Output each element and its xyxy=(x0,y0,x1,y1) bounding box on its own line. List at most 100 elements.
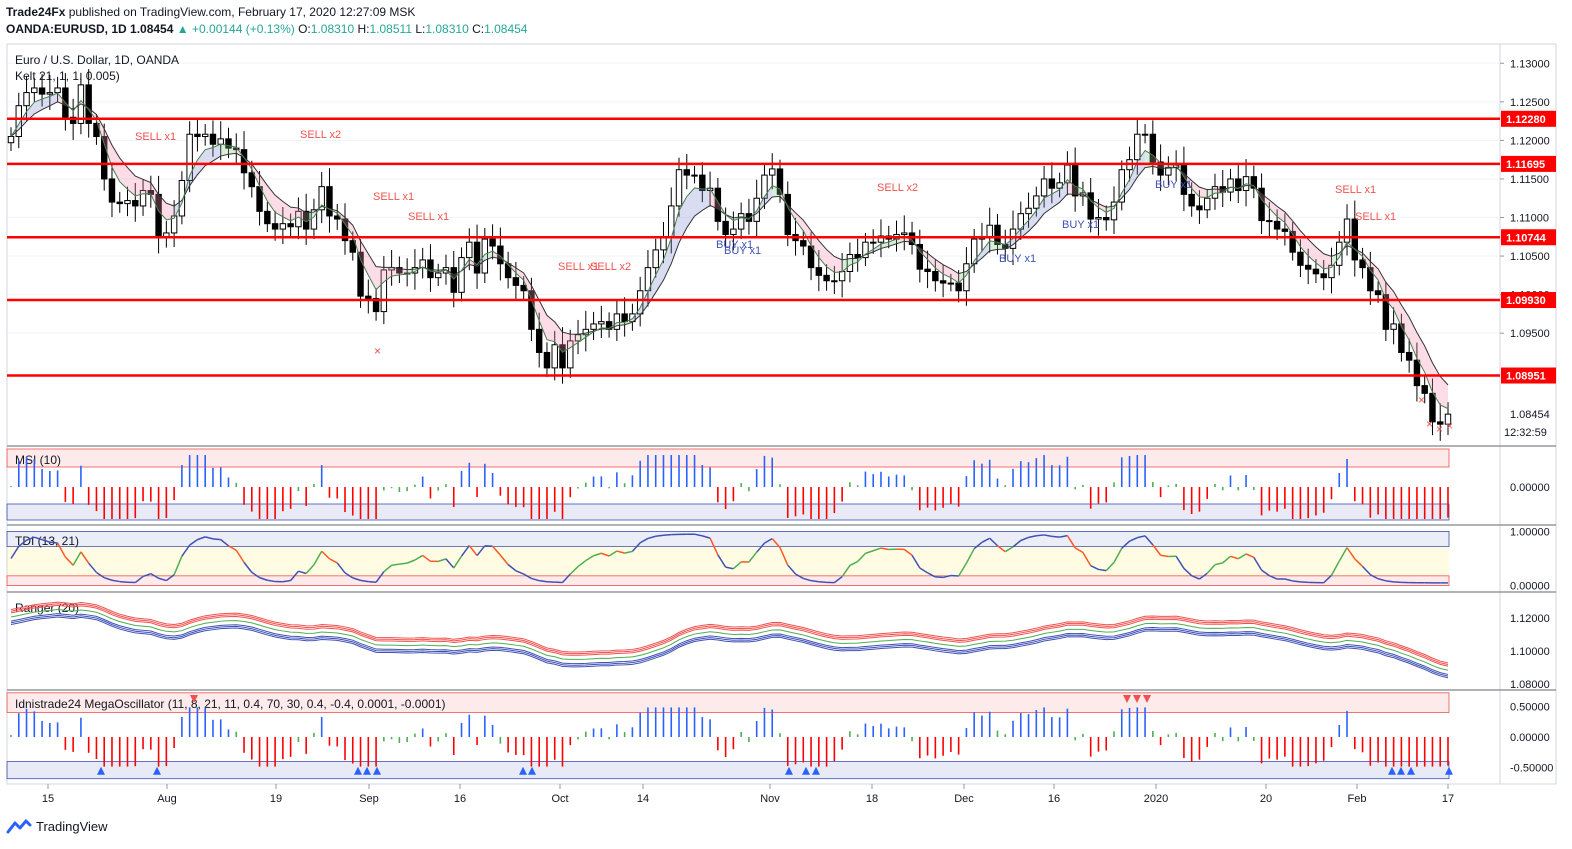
last-price: 1.08454 xyxy=(130,22,174,36)
ribbon-fill xyxy=(376,266,384,290)
ribbon-fill xyxy=(710,188,718,209)
time-tick-label: 16 xyxy=(454,793,466,805)
candle-body xyxy=(1103,217,1110,221)
mega-tick-label: 0.50000 xyxy=(1510,701,1550,713)
candle-body xyxy=(1110,201,1118,221)
chart-area[interactable]: 1.13000 1.12500 1.12000 1.11500 1.11000 1.105… xyxy=(0,0,1572,812)
candle-body xyxy=(551,344,558,369)
tradingview-logo[interactable]: TradingView xyxy=(6,818,108,834)
tdi-line xyxy=(1074,547,1084,554)
time-tick-label: 19 xyxy=(270,793,282,805)
tdi-lower-band xyxy=(6,575,1450,586)
candle-body xyxy=(761,174,768,199)
candle-body xyxy=(1134,133,1141,161)
buy-triangle-icon xyxy=(1388,766,1396,775)
sell-signal-label: SELL x1 xyxy=(373,191,414,203)
candle-body xyxy=(357,251,364,297)
candle-body xyxy=(994,224,1001,246)
ribbon-fill xyxy=(368,253,377,290)
buy-triangle-icon xyxy=(785,766,793,775)
ribbon-fill xyxy=(539,300,547,340)
symbol-name[interactable]: OANDA:EURUSD, 1D xyxy=(6,22,127,36)
ribbon-fill xyxy=(1393,291,1402,327)
time-tick-label: Sep xyxy=(359,793,379,805)
tdi-line xyxy=(1214,562,1223,566)
candle-body xyxy=(1196,205,1203,211)
candle-body xyxy=(1312,268,1320,275)
tdi-line xyxy=(717,554,727,568)
tdi-line xyxy=(1323,574,1333,584)
time-tick-label: 20 xyxy=(1260,793,1272,805)
candle-body xyxy=(248,172,256,188)
tdi-line xyxy=(360,579,369,583)
tradingview-logo-icon xyxy=(6,819,32,834)
tdi-line xyxy=(368,580,377,583)
tdi-line xyxy=(220,539,229,547)
ribbon-fill xyxy=(818,240,827,267)
tdi-line xyxy=(150,573,159,579)
tdi-line xyxy=(647,535,656,540)
ribbon-fill xyxy=(220,144,229,157)
tdi-line xyxy=(10,545,20,559)
tdi-line xyxy=(492,545,501,556)
tdi-line xyxy=(880,547,889,551)
high-value: 1.08511 xyxy=(369,22,413,36)
sell-signal-label: SELL x1 xyxy=(408,211,449,223)
candle-body xyxy=(194,133,201,138)
tdi-line xyxy=(1237,553,1247,560)
candle-body xyxy=(318,186,325,211)
tdi-line xyxy=(96,571,105,579)
publish-line: Trade24Fx published on TradingView.com, … xyxy=(6,5,415,19)
candle-body xyxy=(862,241,869,259)
time-tick-label: Oct xyxy=(551,793,568,805)
tdi-line xyxy=(80,551,90,564)
candle-body xyxy=(1149,133,1157,163)
tdi-line xyxy=(593,552,602,557)
candle-body xyxy=(458,257,465,293)
tdi-line xyxy=(616,550,625,554)
tdi-line xyxy=(422,554,431,562)
candle-body xyxy=(108,178,116,203)
keltner-legend: Kelt 21, 1, 1, 0.005) xyxy=(15,69,120,83)
tdi-line xyxy=(321,550,330,560)
candle-body xyxy=(574,334,582,342)
ribbon-fill xyxy=(1370,261,1379,280)
tdi-line xyxy=(795,573,804,580)
buy-triangle-icon xyxy=(802,766,810,775)
candle-body xyxy=(23,92,30,107)
tdi-line xyxy=(212,538,221,541)
tdi-line xyxy=(1284,578,1293,582)
publisher-name[interactable]: Trade24Fx xyxy=(6,5,66,19)
candle-body xyxy=(629,313,636,323)
level-label: 1.08951 xyxy=(1506,371,1546,383)
ribbon-fill xyxy=(1207,188,1215,198)
tdi-line xyxy=(1121,540,1131,549)
low-label: L: xyxy=(415,22,426,36)
tdi-line xyxy=(1059,534,1068,538)
tdi-line xyxy=(313,550,323,566)
mega-title: Idnistrade24 MegaOscillator (11, 8, 21, … xyxy=(15,697,446,711)
candle-body xyxy=(1421,385,1428,394)
sell-triangle-icon xyxy=(1133,694,1141,703)
buy-triangle-icon xyxy=(1397,766,1405,775)
candle-body xyxy=(598,321,605,325)
ribbon-fill xyxy=(694,187,703,217)
candle-body xyxy=(683,169,690,176)
ribbon-fill xyxy=(1424,346,1433,393)
candle-body xyxy=(1336,241,1343,266)
level-label-box xyxy=(1501,229,1556,246)
tdi-line xyxy=(72,551,82,566)
ribbon-fill xyxy=(228,145,237,155)
tdi-line xyxy=(437,558,447,563)
time-tick-label: 15 xyxy=(42,793,54,805)
candle-body xyxy=(139,190,147,207)
ribbon-fill xyxy=(1331,253,1340,268)
candle-body xyxy=(31,87,38,94)
ribbon-fill xyxy=(702,188,711,211)
tdi-line xyxy=(1175,555,1185,569)
price-tick-label: 1.12000 xyxy=(1510,135,1550,147)
tdi-line xyxy=(997,545,1006,553)
tdi-line xyxy=(515,570,524,575)
level-label-box xyxy=(1501,367,1556,384)
tdi-line xyxy=(764,537,773,544)
